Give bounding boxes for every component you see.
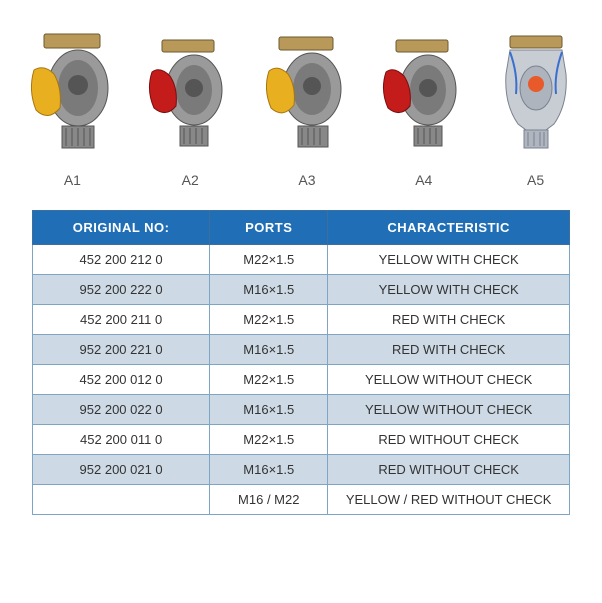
- product-a3: A3: [262, 34, 352, 188]
- cell-characteristic: RED WITH CHECK: [328, 335, 570, 365]
- cell-characteristic: YELLOW WITHOUT CHECK: [328, 365, 570, 395]
- cell-original: 452 200 012 0: [33, 365, 210, 395]
- cell-characteristic: YELLOW WITH CHECK: [328, 275, 570, 305]
- cell-original: 452 200 212 0: [33, 245, 210, 275]
- cell-ports: M22×1.5: [210, 365, 328, 395]
- table-row: 452 200 211 0 M22×1.5 RED WITH CHECK: [33, 305, 570, 335]
- cell-original: [33, 485, 210, 515]
- table-row: 452 200 011 0 M22×1.5 RED WITHOUT CHECK: [33, 425, 570, 455]
- header-original: ORIGINAL NO:: [33, 211, 210, 245]
- cell-characteristic: RED WITHOUT CHECK: [328, 425, 570, 455]
- cell-ports: M22×1.5: [210, 425, 328, 455]
- coupling-icon-a5: [496, 34, 576, 150]
- cell-original: 952 200 222 0: [33, 275, 210, 305]
- table-row: M16 / M22 YELLOW / RED WITHOUT CHECK: [33, 485, 570, 515]
- table-row: 952 200 022 0 M16×1.5 YELLOW WITHOUT CHE…: [33, 395, 570, 425]
- cell-characteristic: RED WITH CHECK: [328, 305, 570, 335]
- table-body: 452 200 212 0 M22×1.5 YELLOW WITH CHECK …: [33, 245, 570, 515]
- cell-characteristic: YELLOW WITH CHECK: [328, 245, 570, 275]
- coupling-icon-a3: [262, 34, 352, 150]
- cell-ports: M16×1.5: [210, 395, 328, 425]
- cell-original: 452 200 211 0: [33, 305, 210, 335]
- product-a1: A1: [26, 30, 118, 188]
- cell-ports: M16×1.5: [210, 275, 328, 305]
- cell-original: 952 200 022 0: [33, 395, 210, 425]
- coupling-icon-a2: [146, 38, 234, 150]
- coupling-icon-a4: [380, 38, 468, 150]
- cell-original: 952 200 221 0: [33, 335, 210, 365]
- cell-ports: M16×1.5: [210, 335, 328, 365]
- product-a4: A4: [380, 38, 468, 188]
- product-label: A1: [64, 172, 81, 188]
- product-row: A1 A2 A3: [0, 0, 602, 198]
- coupling-icon-a1: [26, 30, 118, 150]
- header-ports: PORTS: [210, 211, 328, 245]
- table-row: 952 200 221 0 M16×1.5 RED WITH CHECK: [33, 335, 570, 365]
- cell-ports: M22×1.5: [210, 305, 328, 335]
- cell-characteristic: YELLOW / RED WITHOUT CHECK: [328, 485, 570, 515]
- table-row: 952 200 021 0 M16×1.5 RED WITHOUT CHECK: [33, 455, 570, 485]
- table-header-row: ORIGINAL NO: PORTS CHARACTERISTIC: [33, 211, 570, 245]
- cell-ports: M22×1.5: [210, 245, 328, 275]
- product-label: A2: [182, 172, 199, 188]
- cell-characteristic: RED WITHOUT CHECK: [328, 455, 570, 485]
- cell-original: 952 200 021 0: [33, 455, 210, 485]
- table-row: 952 200 222 0 M16×1.5 YELLOW WITH CHECK: [33, 275, 570, 305]
- product-label: A4: [415, 172, 432, 188]
- product-a5: A5: [496, 34, 576, 188]
- product-label: A5: [527, 172, 544, 188]
- product-a2: A2: [146, 38, 234, 188]
- cell-ports: M16×1.5: [210, 455, 328, 485]
- cell-original: 452 200 011 0: [33, 425, 210, 455]
- header-characteristic: CHARACTERISTIC: [328, 211, 570, 245]
- spec-table: ORIGINAL NO: PORTS CHARACTERISTIC 452 20…: [32, 210, 570, 515]
- spec-table-container: ORIGINAL NO: PORTS CHARACTERISTIC 452 20…: [0, 198, 602, 515]
- product-label: A3: [298, 172, 315, 188]
- table-row: 452 200 212 0 M22×1.5 YELLOW WITH CHECK: [33, 245, 570, 275]
- table-row: 452 200 012 0 M22×1.5 YELLOW WITHOUT CHE…: [33, 365, 570, 395]
- cell-characteristic: YELLOW WITHOUT CHECK: [328, 395, 570, 425]
- cell-ports: M16 / M22: [210, 485, 328, 515]
